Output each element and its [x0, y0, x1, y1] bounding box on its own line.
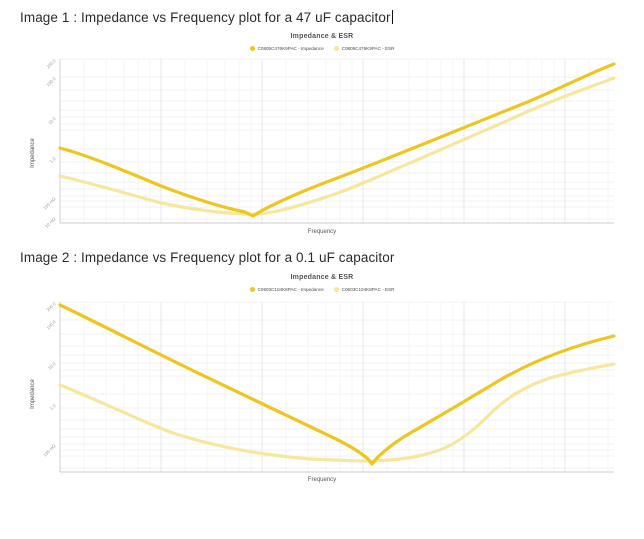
- svg-text:10.0: 10.0: [47, 116, 57, 126]
- legend-item-esr[interactable]: C0805C476K9PAC - ESR: [333, 46, 395, 52]
- legend-swatch-icon: [249, 287, 255, 293]
- svg-text:100 mΩ: 100 mΩ: [42, 196, 57, 211]
- chart-2-y-axis-title: Impedance: [29, 379, 36, 410]
- chart-1-title: Impedance & ESR: [290, 33, 354, 41]
- chart-1-x-axis-title: Frequency: [307, 229, 337, 236]
- caption-image-2: Image 2 : Impedance vs Frequency plot fo…: [0, 246, 644, 266]
- legend-label-esr: C0805C476K9PAC - ESR: [341, 46, 395, 52]
- legend-item-esr[interactable]: C0603C104K8PAC - ESR: [333, 287, 395, 293]
- chart-2-y-tick-labels: 200.0 100.0 10.0 1.0 100 mΩ: [42, 301, 57, 458]
- chart-1-series-esr: [58, 76, 616, 216]
- svg-text:200.0: 200.0: [45, 301, 57, 313]
- chart-2-series-impedance: [58, 303, 616, 466]
- legend-item-impedance[interactable]: C0603C104K8PAC - Impedance: [249, 287, 324, 293]
- legend-item-impedance[interactable]: C0805C476K9PAC - Impedance: [249, 46, 324, 52]
- legend-swatch-icon: [333, 46, 339, 52]
- figure-1: Impedance & ESR C0805C476K9PAC - Impedan…: [20, 31, 624, 247]
- svg-text:100 mΩ: 100 mΩ: [42, 443, 57, 458]
- caption-image-2-text: Image 2 : Impedance vs Frequency plot fo…: [20, 250, 395, 266]
- legend-label-impedance: C0603C104K8PAC - Impedance: [257, 287, 324, 293]
- svg-text:100.0: 100.0: [45, 319, 57, 331]
- chart-1-legend: C0805C476K9PAC - Impedance C0805C476K9PA…: [20, 44, 624, 53]
- figure-2: Impedance & ESR C0603C104K8PAC - Impedan…: [20, 272, 624, 493]
- caption-image-1: Image 1 : Impedance vs Frequency plot fo…: [0, 0, 644, 26]
- chart-1-y-tick-labels: 200.0 100.0 10.0 1.0 100 mΩ 10 mΩ: [42, 58, 57, 229]
- chart-1-svg: 200.0 100.0 10.0 1.0 100 mΩ 10 mΩ 1 kHz …: [42, 58, 620, 231]
- chart-2-title: Impedance & ESR: [290, 274, 354, 282]
- chart-1-series-impedance: [58, 62, 616, 218]
- chart-2-svg: 200.0 100.0 10.0 1.0 100 mΩ 1 kHz 100 kH…: [42, 301, 616, 473]
- caption-image-1-text: Image 1 : Impedance vs Frequency plot fo…: [20, 10, 391, 25]
- legend-label-esr: C0603C104K8PAC - ESR: [341, 287, 395, 293]
- document-body: Image 1 : Impedance vs Frequency plot fo…: [0, 0, 644, 493]
- svg-text:1.0: 1.0: [49, 403, 57, 411]
- legend-label-impedance: C0805C476K9PAC - Impedance: [257, 46, 324, 52]
- text-cursor: [391, 10, 393, 24]
- chart-2-plot-area: Impedance: [20, 294, 624, 483]
- chart-1-plot-area: Impedance: [20, 53, 624, 235]
- chart-2-x-axis-title: Frequency: [307, 477, 337, 484]
- svg-text:10 mΩ: 10 mΩ: [44, 216, 57, 229]
- chart-2-gridlines: [60, 302, 614, 473]
- svg-text:200.0: 200.0: [45, 58, 57, 70]
- chart-2-series-esr: [58, 362, 616, 463]
- svg-text:1.0: 1.0: [49, 156, 57, 164]
- svg-text:10.0: 10.0: [47, 361, 57, 371]
- legend-swatch-icon: [333, 287, 339, 293]
- svg-text:100.0: 100.0: [45, 76, 57, 88]
- chart-1-y-axis-title: Impedance: [29, 138, 36, 169]
- legend-swatch-icon: [249, 46, 255, 52]
- chart-2-legend: C0603C104K8PAC - Impedance C0603C104K8PA…: [20, 285, 624, 294]
